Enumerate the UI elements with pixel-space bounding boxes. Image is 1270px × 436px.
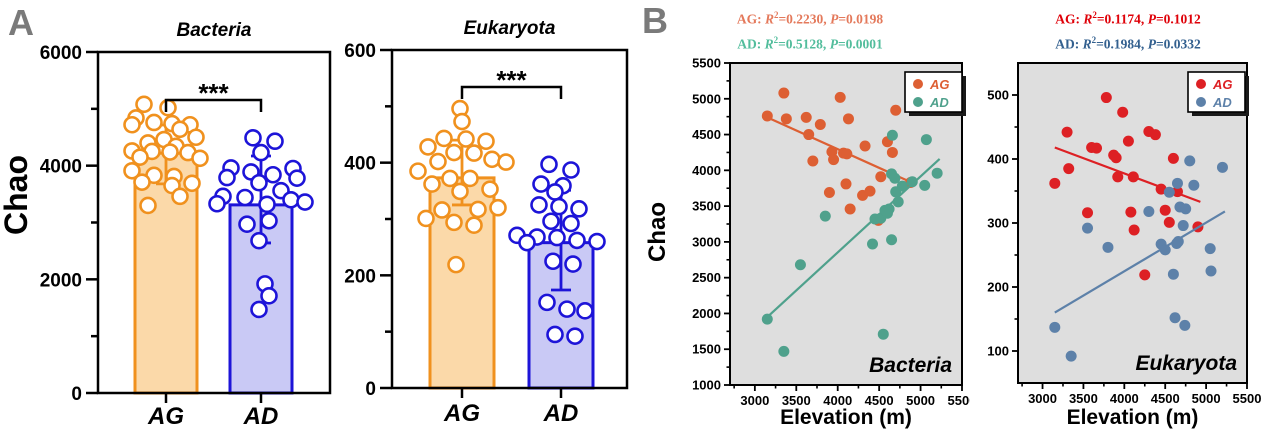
y-axis-label: Chao <box>0 155 34 235</box>
svg-text:AD: AD <box>543 400 579 427</box>
svg-text:AD: AD <box>243 403 279 430</box>
svg-text:3000: 3000 <box>692 234 721 249</box>
axis-ticks: 100 200 300 400 500 3000 3500 4000 4500 5000 5500 <box>987 88 1261 407</box>
svg-text:4000: 4000 <box>692 163 721 178</box>
svg-text:400: 400 <box>987 152 1009 167</box>
chart-title: Eukaryota <box>464 18 556 39</box>
svg-text:0: 0 <box>71 384 82 405</box>
eukaryota-scatter-chart: 100 200 300 400 500 3000 3500 4000 4500 5000 5500 E… <box>987 62 1261 429</box>
svg-text:2000: 2000 <box>692 306 721 321</box>
panel-b-label: B <box>642 0 668 41</box>
chart-title: Bacteria <box>177 20 252 41</box>
legend-marker-AD <box>913 97 923 107</box>
svg-text:4000: 4000 <box>823 393 852 408</box>
x-axis-label: Elevation (m) <box>1067 406 1199 429</box>
legend-marker-AD <box>1196 97 1206 107</box>
axis-ticks: 1000 1500 2000 2500 3000 3500 4000 4500 5000 5500… <box>692 56 970 409</box>
svg-text:4500: 4500 <box>692 127 721 142</box>
stats-line-AG: AG: R2=0.2230, P=0.0198 <box>736 10 884 27</box>
legend: AG AD <box>904 71 966 116</box>
svg-text:3000: 3000 <box>1028 391 1057 406</box>
x-axis-ticks: AG AD <box>147 393 278 430</box>
svg-text:300: 300 <box>987 216 1009 231</box>
legend-label-AD: AD <box>1212 95 1232 110</box>
svg-text:3500: 3500 <box>782 393 811 408</box>
svg-text:1500: 1500 <box>692 342 721 357</box>
legend-label-AD: AD <box>929 95 949 110</box>
svg-text:6000: 6000 <box>40 43 82 64</box>
svg-text:4500: 4500 <box>865 393 894 408</box>
significance-stars: *** <box>198 78 229 108</box>
legend-marker-AG <box>913 79 923 89</box>
svg-text:2500: 2500 <box>692 270 721 285</box>
x-axis-ticks: AG AD <box>443 388 578 427</box>
legend-label-AG: AG <box>1212 77 1233 92</box>
svg-text:3000: 3000 <box>740 393 769 408</box>
significance-bracket <box>164 98 263 112</box>
stats-line-AG: AG: R2=0.1174, P=0.1012 <box>1055 10 1201 27</box>
regression-line-AD <box>1054 210 1226 314</box>
points-AD <box>508 155 606 345</box>
svg-text:0: 0 <box>365 379 376 400</box>
stats-line-AD: AD: R2=0.1984, P=0.0332 <box>1055 34 1201 52</box>
eukaryota-bar-chart: 0 200 400 600 AG AD *** Eukaryota <box>344 18 629 427</box>
y-axis-ticks: 0 2000 4000 6000 <box>40 43 98 405</box>
svg-text:5500: 5500 <box>692 56 721 71</box>
svg-text:3500: 3500 <box>1069 391 1098 406</box>
x-axis-label: Elevation (m) <box>780 406 912 429</box>
svg-text:5500: 5500 <box>1233 391 1262 406</box>
bacteria-bar-chart: 0 2000 4000 6000 AG AD *** Bacteria Chao <box>0 20 332 430</box>
svg-text:5500: 5500 <box>948 393 970 408</box>
svg-text:200: 200 <box>987 280 1009 295</box>
legend: AG AD <box>1187 71 1249 116</box>
stats-line-AD: AD: R2=0.5128, P=0.0001 <box>737 34 883 52</box>
svg-text:AG: AG <box>147 403 184 430</box>
svg-text:5000: 5000 <box>1192 391 1221 406</box>
svg-text:500: 500 <box>987 88 1009 103</box>
svg-text:1000: 1000 <box>692 378 721 393</box>
svg-text:400: 400 <box>344 154 376 175</box>
points-AG <box>409 99 515 274</box>
bar-AG <box>133 123 199 395</box>
y-axis-label: Chao <box>644 202 671 262</box>
svg-text:5000: 5000 <box>906 393 935 408</box>
svg-text:3500: 3500 <box>692 199 721 214</box>
taxon-label: Bacteria <box>869 354 952 377</box>
svg-text:2000: 2000 <box>40 270 82 291</box>
legend-marker-AG <box>1196 79 1206 89</box>
svg-text:4000: 4000 <box>1110 391 1139 406</box>
svg-text:AG: AG <box>443 400 480 427</box>
regression-stats-bacteria: AG: R2=0.2230, P=0.0198 AD: R2=0.5128, P=… <box>645 5 975 54</box>
bar-AD <box>527 188 595 390</box>
y-axis-ticks: 0 200 400 600 <box>344 41 392 400</box>
significance-stars: *** <box>496 65 527 95</box>
points-AG <box>123 95 209 215</box>
svg-text:200: 200 <box>344 266 376 287</box>
series-AD <box>1049 155 1228 362</box>
series-AD <box>761 129 943 357</box>
svg-text:4000: 4000 <box>40 157 82 178</box>
svg-text:600: 600 <box>344 41 376 62</box>
svg-text:5000: 5000 <box>692 91 721 106</box>
bacteria-scatter-chart: 1000 1500 2000 2500 3000 3500 4000 4500 5000 5500… <box>644 56 970 430</box>
series-AG <box>1049 92 1204 281</box>
significance-bracket <box>460 85 563 99</box>
legend-label-AG: AG <box>929 77 950 92</box>
taxon-label: Eukaryota <box>1135 352 1237 375</box>
svg-text:4500: 4500 <box>1151 391 1180 406</box>
svg-text:100: 100 <box>987 344 1009 359</box>
regression-stats-eukaryota: AG: R2=0.1174, P=0.1012 AD: R2=0.1984, P=… <box>963 5 1270 54</box>
points-AD <box>208 129 314 319</box>
panel-a-label: A <box>8 2 34 43</box>
